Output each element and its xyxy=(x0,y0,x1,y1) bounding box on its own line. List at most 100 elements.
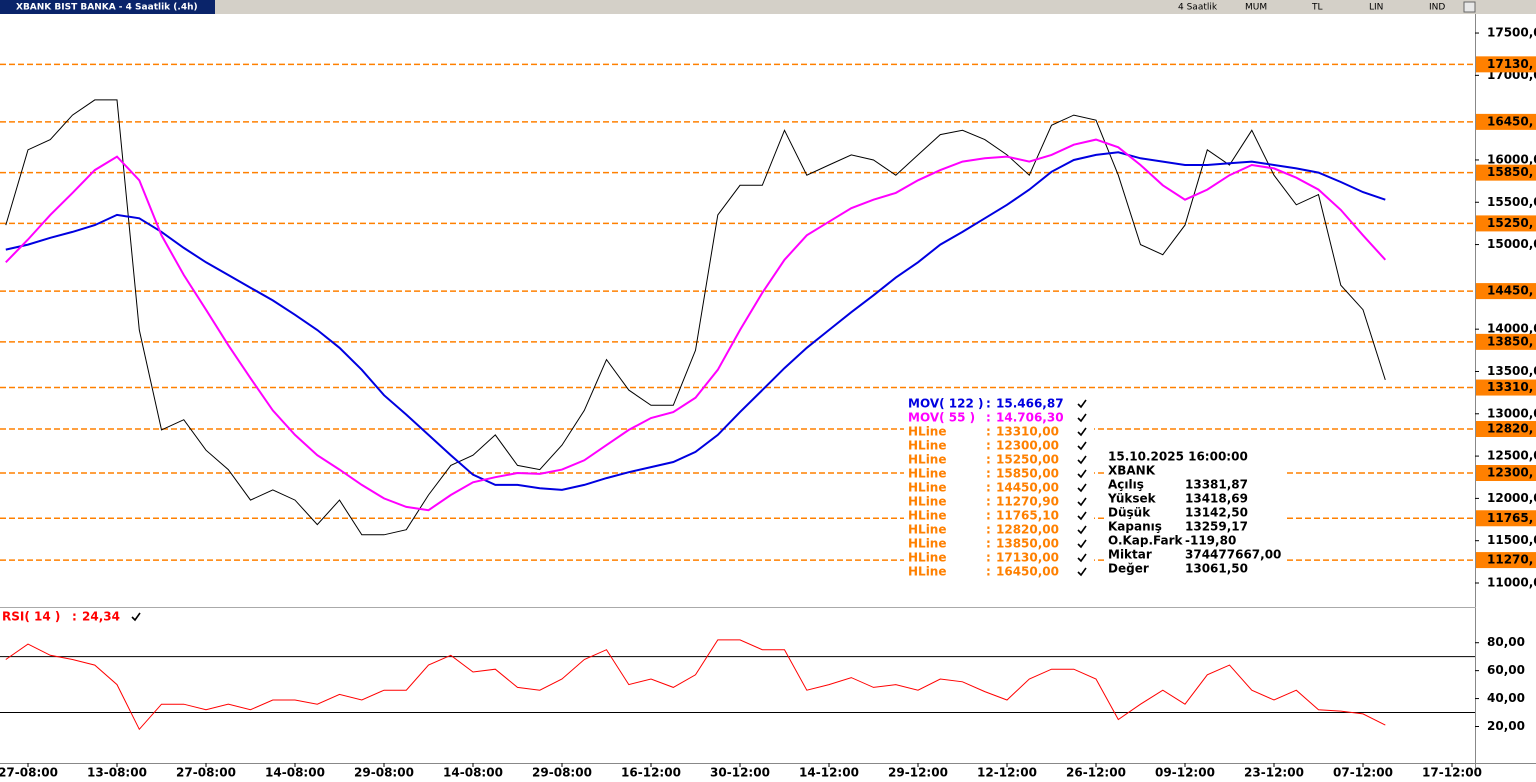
legend-separator: : xyxy=(986,425,991,439)
info-value: 13418,69 xyxy=(1185,492,1248,506)
hline-value-label: 12820, xyxy=(1487,422,1533,436)
title-bar-active xyxy=(0,0,215,14)
legend-name: HLine xyxy=(908,551,946,565)
legend-name: HLine xyxy=(908,439,946,453)
info-value: 374477667,00 xyxy=(1185,548,1281,562)
info-label: Kapanış xyxy=(1108,520,1162,534)
y-tick-label: 15500,0 xyxy=(1487,195,1536,209)
hline-value-label: 11765, xyxy=(1487,511,1533,525)
check-icon xyxy=(1077,483,1087,493)
x-tick-label: 13-08:00 xyxy=(87,766,147,780)
info-label: Değer xyxy=(1108,562,1149,576)
y-tick-label: 60,00 xyxy=(1487,663,1525,677)
hline-value-box xyxy=(1476,421,1536,438)
x-tick-label: 16-12:00 xyxy=(621,766,681,780)
toolbar-item[interactable]: MUM xyxy=(1245,3,1267,13)
x-tick-label: 30-12:00 xyxy=(710,766,770,780)
hline-value-box xyxy=(1476,56,1536,73)
check-icon xyxy=(1077,539,1087,549)
legend-value: 15.466,87 xyxy=(996,397,1064,411)
info-value: 13259,17 xyxy=(1185,520,1248,534)
toolbar-item[interactable]: LIN xyxy=(1369,3,1383,13)
legend-value: 14.706,30 xyxy=(996,411,1064,425)
y-tick-label: 11000,0 xyxy=(1487,576,1536,590)
check-icon xyxy=(1077,441,1087,451)
legend-value: 17130,00 xyxy=(996,551,1059,565)
rsi-line xyxy=(5,639,1386,731)
check-icon xyxy=(131,612,141,622)
legend-value: 13850,00 xyxy=(996,537,1059,551)
legend-name: HLine xyxy=(908,481,946,495)
check-icon xyxy=(1077,511,1087,521)
x-tick-label: 26-12:00 xyxy=(1066,766,1126,780)
y-tick-label: 13000,0 xyxy=(1487,406,1536,420)
info-value: -119,80 xyxy=(1185,534,1236,548)
check-icon xyxy=(1077,427,1087,437)
hline-value-box xyxy=(1476,113,1536,130)
legend-separator: : xyxy=(986,551,991,565)
close-button[interactable] xyxy=(1463,1,1476,13)
y-tick-label: 14000,0 xyxy=(1487,322,1536,336)
info-label: O.Kap.Fark xyxy=(1108,534,1184,548)
x-tick-label: 29-08:00 xyxy=(532,766,592,780)
legend-value: 15850,00 xyxy=(996,467,1059,481)
legend-separator: : xyxy=(986,509,991,523)
check-icon xyxy=(1077,497,1087,507)
legend-value: 11765,10 xyxy=(996,509,1059,523)
x-tick-label: 07-12:00 xyxy=(1333,766,1393,780)
rsi-name: RSI( 14 ) xyxy=(2,610,60,624)
y-tick-label: 17500,0 xyxy=(1487,26,1536,40)
legend-name: HLine xyxy=(908,523,946,537)
y-tick-label: 15000,0 xyxy=(1487,237,1536,251)
rsi-separator: : xyxy=(72,610,77,624)
legend-separator: : xyxy=(986,467,991,481)
legend-value: 14450,00 xyxy=(996,481,1059,495)
legend-separator: : xyxy=(986,439,991,453)
legend-value: 12820,00 xyxy=(996,523,1059,537)
info-background xyxy=(1104,449,1284,577)
check-icon xyxy=(1077,413,1087,423)
info-date: 15.10.2025 16:00:00 xyxy=(1108,450,1248,464)
check-icon xyxy=(1077,525,1087,535)
info-label: Düşük xyxy=(1108,506,1151,520)
legend-value: 15250,00 xyxy=(996,453,1059,467)
x-tick-label: 12-12:00 xyxy=(977,766,1037,780)
x-axis-border xyxy=(0,763,1536,764)
toolbar-item[interactable]: IND xyxy=(1429,3,1445,13)
legend-name: HLine xyxy=(908,467,946,481)
y-tick-label: 80,00 xyxy=(1487,635,1525,649)
hline-value-box xyxy=(1476,552,1536,569)
x-tick-label: 14-08:00 xyxy=(443,766,503,780)
info-label: Yüksek xyxy=(1107,492,1157,506)
legend-separator: : xyxy=(986,411,991,425)
toolbar-item[interactable]: TL xyxy=(1311,3,1323,13)
legend-name: HLine xyxy=(908,425,946,439)
hline-value-box xyxy=(1476,215,1536,232)
legend-separator: : xyxy=(986,481,991,495)
toolbar-item[interactable]: 4 Saatlik xyxy=(1178,3,1218,13)
hline-value-label: 11270, xyxy=(1487,553,1533,567)
legend-separator: : xyxy=(986,397,991,411)
check-icon xyxy=(1077,567,1087,577)
legend-name: HLine xyxy=(908,509,946,523)
legend-value: 11270,90 xyxy=(996,495,1059,509)
y-tick-label: 11500,0 xyxy=(1487,533,1536,547)
panel-separator xyxy=(0,607,1476,608)
hline-value-box xyxy=(1476,465,1536,482)
legend-name: HLine xyxy=(908,495,946,509)
legend-name: MOV( 55 ) xyxy=(908,411,975,425)
moving-average xyxy=(5,138,1387,512)
info-label: Miktar xyxy=(1108,548,1152,562)
legend-separator: : xyxy=(986,453,991,467)
moving-average xyxy=(5,151,1386,491)
hline-value-box xyxy=(1476,333,1536,350)
info-value: 13381,87 xyxy=(1185,478,1248,492)
legend-separator: : xyxy=(986,537,991,551)
y-tick-label: 12500,0 xyxy=(1487,449,1536,463)
x-tick-label: 23-12:00 xyxy=(1244,766,1304,780)
hline-value-label: 15250, xyxy=(1487,216,1533,230)
info-symbol: XBANK xyxy=(1108,464,1156,478)
legend-name: MOV( 122 ) xyxy=(908,397,983,411)
hline-value-label: 12300, xyxy=(1487,466,1533,480)
hline-value-label: 15850, xyxy=(1487,165,1533,179)
